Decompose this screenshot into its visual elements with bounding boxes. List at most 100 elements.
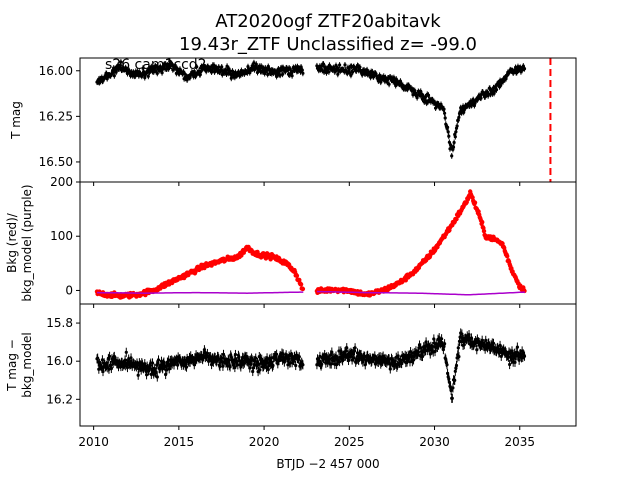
data-point — [165, 368, 169, 372]
data-point — [297, 355, 301, 359]
data-point — [447, 377, 451, 381]
data-point — [101, 369, 105, 374]
y-axis-label-middle-line2: bkg_model (purple) — [20, 184, 34, 301]
data-point — [522, 354, 527, 358]
x-tick-label: 2015 — [164, 435, 195, 449]
model-line-segment-1 — [316, 290, 525, 296]
data-point — [510, 349, 514, 353]
data-point — [339, 351, 343, 355]
data-point — [352, 349, 357, 353]
sector-annotation: s26 cam1ccd2 — [105, 57, 207, 73]
data-point — [379, 80, 383, 84]
data-point — [353, 346, 357, 350]
series-bottom-0 — [95, 328, 527, 403]
data-point — [143, 76, 147, 80]
data-point — [408, 360, 412, 364]
data-point — [345, 346, 349, 350]
data-point — [426, 93, 431, 97]
data-point — [413, 89, 417, 93]
data-point — [453, 378, 457, 382]
data-point — [440, 337, 444, 341]
data-point — [475, 348, 479, 352]
data-point — [143, 362, 147, 366]
x-tick-label: 2035 — [504, 435, 535, 449]
data-point — [297, 277, 302, 283]
data-point — [124, 350, 128, 354]
data-point — [513, 360, 517, 364]
data-point — [108, 354, 112, 358]
panel-frame-bottom — [79, 303, 577, 427]
data-point — [278, 73, 282, 77]
data-point — [428, 352, 432, 356]
data-point — [167, 67, 171, 71]
data-point — [455, 124, 459, 128]
data-point — [254, 356, 258, 360]
y-tick-label: 16.2 — [46, 392, 73, 406]
data-point — [275, 352, 279, 356]
data-point — [229, 76, 233, 80]
data-point — [499, 83, 503, 87]
data-point — [318, 354, 322, 358]
data-point — [449, 143, 453, 147]
data-point — [494, 88, 499, 92]
data-point — [336, 72, 340, 76]
data-point — [452, 140, 456, 145]
data-point — [109, 366, 113, 371]
data-point — [453, 135, 457, 139]
data-point — [406, 87, 410, 91]
data-point — [451, 386, 455, 390]
data-point — [324, 71, 329, 75]
data-point — [156, 358, 161, 362]
chart-title-line1: AT2020ogf ZTF20abitavk — [215, 11, 441, 32]
data-point — [420, 354, 425, 359]
data-point — [445, 363, 449, 367]
data-point — [263, 72, 267, 76]
data-point — [450, 396, 454, 400]
data-point — [365, 68, 369, 72]
data-point — [388, 367, 392, 371]
data-point — [327, 70, 331, 74]
data-point — [290, 74, 294, 78]
data-point — [155, 71, 159, 75]
y-tick-label: 200 — [50, 175, 73, 189]
data-point — [443, 342, 447, 346]
y-axis-label-bottom-line1: T mag − — [5, 339, 19, 392]
data-point — [266, 72, 270, 77]
panel-bottom-tmag-minus-bkg: 15.8 16.0 16.2 T mag − bkg_model — [5, 303, 577, 430]
data-point — [441, 348, 445, 352]
y-axis-label-bottom-line2: bkg_model — [20, 332, 34, 398]
data-point — [454, 216, 459, 222]
data-point — [300, 68, 304, 72]
panel-top-tmag: 16.00 16.25 16.50 T mag — [9, 57, 577, 186]
data-point — [145, 373, 149, 377]
y-tick-label: 16.50 — [39, 155, 73, 169]
data-point — [112, 74, 116, 78]
data-point — [472, 200, 478, 205]
data-point — [450, 154, 454, 158]
data-point — [423, 95, 428, 99]
panel-frame-top — [79, 57, 577, 183]
data-point — [349, 73, 353, 77]
data-point — [446, 130, 450, 134]
data-point — [351, 70, 355, 74]
data-point — [424, 340, 428, 344]
data-point — [129, 356, 133, 360]
data-point — [443, 116, 447, 120]
data-point — [361, 360, 365, 364]
data-point — [392, 76, 396, 80]
data-point — [100, 358, 104, 362]
data-point — [412, 358, 416, 362]
data-point — [370, 70, 374, 74]
data-point — [184, 365, 189, 369]
data-point — [159, 359, 164, 363]
data-point — [403, 278, 408, 283]
data-point — [298, 282, 304, 287]
data-point — [446, 125, 450, 129]
data-point — [258, 368, 262, 372]
series-top-0 — [95, 58, 527, 159]
data-point — [442, 344, 446, 348]
data-point — [217, 65, 221, 69]
data-point — [457, 355, 461, 359]
data-point — [505, 254, 510, 259]
data-point — [338, 63, 342, 67]
